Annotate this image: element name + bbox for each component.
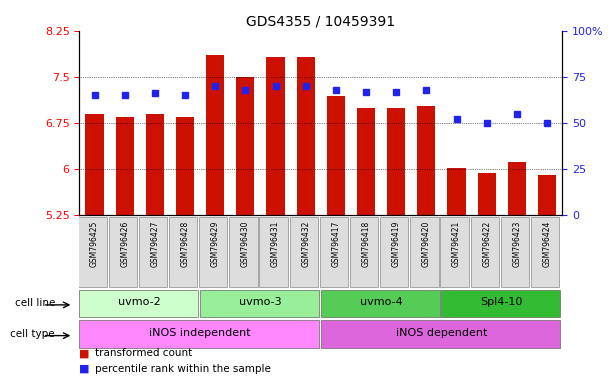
Text: GSM796427: GSM796427 <box>150 221 159 267</box>
Text: Spl4-10: Spl4-10 <box>481 297 523 307</box>
FancyBboxPatch shape <box>350 217 378 286</box>
FancyBboxPatch shape <box>411 217 439 286</box>
Bar <box>538 175 556 215</box>
Bar <box>146 114 164 215</box>
Text: iNOS dependent: iNOS dependent <box>396 328 487 338</box>
FancyBboxPatch shape <box>109 217 137 286</box>
Text: GSM796424: GSM796424 <box>543 221 552 267</box>
Text: GSM796418: GSM796418 <box>362 221 370 267</box>
Bar <box>176 118 194 215</box>
Text: uvmo-2: uvmo-2 <box>119 297 161 307</box>
Bar <box>297 56 315 215</box>
Text: uvmo-4: uvmo-4 <box>360 297 403 307</box>
Bar <box>206 55 224 215</box>
Text: GSM796420: GSM796420 <box>422 221 431 267</box>
Text: ■: ■ <box>79 348 90 358</box>
FancyBboxPatch shape <box>139 217 167 286</box>
FancyBboxPatch shape <box>200 290 319 317</box>
Bar <box>508 162 526 215</box>
Text: GSM796419: GSM796419 <box>392 221 401 267</box>
Text: iNOS independent: iNOS independent <box>149 328 251 338</box>
Bar <box>327 96 345 215</box>
Text: GSM796421: GSM796421 <box>452 221 461 267</box>
Bar <box>86 114 104 215</box>
Text: GSM796428: GSM796428 <box>180 221 189 267</box>
Bar <box>357 108 375 215</box>
Text: GSM796432: GSM796432 <box>301 221 310 267</box>
Text: percentile rank within the sample: percentile rank within the sample <box>95 364 271 374</box>
FancyBboxPatch shape <box>79 290 198 317</box>
FancyBboxPatch shape <box>321 290 439 317</box>
Bar <box>236 77 254 215</box>
Bar <box>115 117 134 215</box>
FancyBboxPatch shape <box>229 217 258 286</box>
Text: GSM796426: GSM796426 <box>120 221 129 267</box>
Text: uvmo-3: uvmo-3 <box>239 297 282 307</box>
Bar <box>417 106 436 215</box>
FancyBboxPatch shape <box>501 217 529 286</box>
Bar <box>387 108 405 215</box>
Bar <box>478 173 496 215</box>
FancyBboxPatch shape <box>321 320 560 348</box>
Text: GSM796417: GSM796417 <box>331 221 340 267</box>
FancyBboxPatch shape <box>441 217 469 286</box>
FancyBboxPatch shape <box>441 290 560 317</box>
Text: GSM796431: GSM796431 <box>271 221 280 267</box>
Text: cell line: cell line <box>15 298 55 308</box>
Text: GSM796425: GSM796425 <box>90 221 99 267</box>
FancyBboxPatch shape <box>78 217 107 286</box>
Bar <box>447 168 466 215</box>
Text: cell type: cell type <box>10 329 55 339</box>
Text: GSM796429: GSM796429 <box>211 221 220 267</box>
FancyBboxPatch shape <box>320 217 348 286</box>
Text: GSM796430: GSM796430 <box>241 221 250 267</box>
FancyBboxPatch shape <box>79 320 319 348</box>
FancyBboxPatch shape <box>380 217 408 286</box>
FancyBboxPatch shape <box>290 217 318 286</box>
FancyBboxPatch shape <box>531 217 559 286</box>
FancyBboxPatch shape <box>470 217 499 286</box>
FancyBboxPatch shape <box>169 217 197 286</box>
Text: GSM796423: GSM796423 <box>513 221 521 267</box>
FancyBboxPatch shape <box>199 217 227 286</box>
FancyBboxPatch shape <box>260 217 288 286</box>
Text: GSM796422: GSM796422 <box>482 221 491 267</box>
Text: ■: ■ <box>79 364 90 374</box>
Bar <box>266 57 285 215</box>
Title: GDS4355 / 10459391: GDS4355 / 10459391 <box>246 14 395 28</box>
Text: transformed count: transformed count <box>95 348 192 358</box>
